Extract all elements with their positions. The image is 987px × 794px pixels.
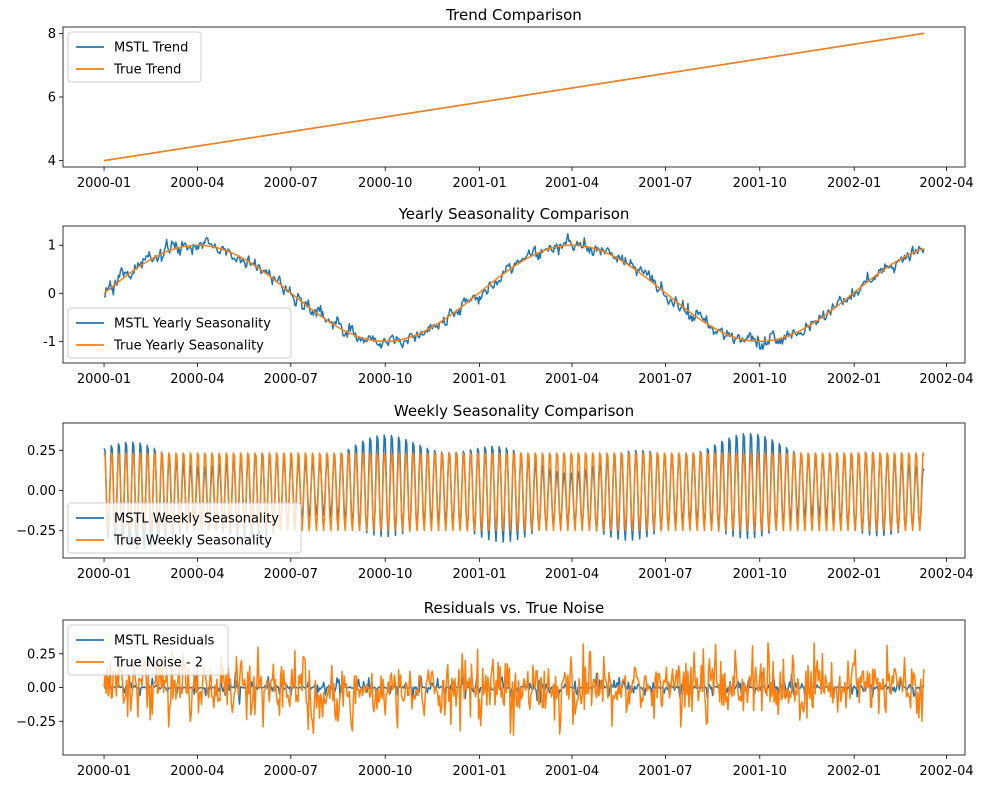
x-tick-label: 2001-07 <box>638 764 692 779</box>
x-tick-label: 2000-07 <box>264 567 318 582</box>
x-tick-label: 2001-10 <box>733 176 787 191</box>
y-tick-label: −0.25 <box>16 524 56 539</box>
legend-label: True Weekly Seasonality <box>113 534 272 549</box>
y-tick-label: 8 <box>48 27 56 42</box>
x-tick-label: 2001-10 <box>733 372 787 387</box>
axes-frame <box>62 225 966 364</box>
x-tick-label: 2000-07 <box>264 372 318 387</box>
x-tick-label: 2000-01 <box>77 372 131 387</box>
plot-area <box>103 432 925 550</box>
legend-label: MSTL Trend <box>114 41 188 56</box>
y-tick-label: -1 <box>43 335 56 350</box>
x-tick-label: 2001-10 <box>733 567 787 582</box>
x-tick-label: 2001-04 <box>545 764 599 779</box>
chart-title: Yearly Seasonality Comparison <box>398 205 630 223</box>
y-tick-label: 6 <box>48 91 56 106</box>
y-tick-label: 0.25 <box>27 444 56 459</box>
x-tick-label: 2000-01 <box>77 567 131 582</box>
y-tick-label: 1 <box>48 239 56 254</box>
x-tick-label: 2002-04 <box>919 372 973 387</box>
y-tick-label: 0.00 <box>27 484 56 499</box>
series-line <box>103 32 925 162</box>
y-tick-label: 0.00 <box>27 681 56 696</box>
x-tick-label: 2002-04 <box>919 764 973 779</box>
legend-label: MSTL Residuals <box>114 634 215 649</box>
legend: MSTL Yearly Seasonality True Yearly Seaso… <box>67 307 292 359</box>
legend: MSTL Weekly Seasonality True Weekly Seaso… <box>67 502 302 554</box>
x-tick-label: 2002-01 <box>827 372 881 387</box>
x-tick-label: 2001-04 <box>545 372 599 387</box>
y-tick-label: 0.25 <box>27 647 56 662</box>
x-tick-label: 2001-01 <box>452 176 506 191</box>
panel-3: Weekly Seasonality Comparison 2000-01 2000… <box>16 402 974 582</box>
legend-label: True Noise - 2 <box>113 656 203 671</box>
legend: MSTL Residuals True Noise - 2 <box>67 624 229 676</box>
x-tick-label: 2001-07 <box>638 372 692 387</box>
y-tick-label: 4 <box>48 154 56 169</box>
x-tick-label: 2000-10 <box>358 176 412 191</box>
x-tick-label: 2001-07 <box>638 176 692 191</box>
series-line <box>103 233 925 350</box>
chart-title: Residuals vs. True Noise <box>424 599 604 617</box>
x-tick-label: 2000-10 <box>358 372 412 387</box>
x-tick-label: 2001-01 <box>452 764 506 779</box>
plot-area <box>103 233 925 350</box>
legend-label: MSTL Weekly Seasonality <box>114 512 279 527</box>
x-tick-label: 2001-01 <box>452 567 506 582</box>
x-tick-label: 2000-10 <box>358 567 412 582</box>
chart-title: Trend Comparison <box>445 6 582 24</box>
x-tick-label: 2000-07 <box>264 764 318 779</box>
x-tick-label: 2002-01 <box>827 764 881 779</box>
x-tick-label: 2000-07 <box>264 176 318 191</box>
panel-4: Residuals vs. True Noise 2000-01 2000-04 20… <box>16 599 974 779</box>
series-line <box>103 244 925 343</box>
panel-1: Trend Comparison 2000-01 2000-04 2000-07 200… <box>48 6 974 191</box>
x-tick-label: 2001-01 <box>452 372 506 387</box>
x-tick-label: 2002-01 <box>827 176 881 191</box>
x-tick-label: 2000-04 <box>170 372 224 387</box>
legend-label: MSTL Yearly Seasonality <box>114 317 271 332</box>
x-tick-label: 2000-04 <box>170 567 224 582</box>
series-line <box>103 642 925 737</box>
y-tick-label: 0 <box>48 287 56 302</box>
plot-area <box>103 642 925 737</box>
legend: MSTL Trend True Trend <box>67 31 202 83</box>
x-tick-label: 2000-01 <box>77 764 131 779</box>
legend-label: True Yearly Seasonality <box>113 339 264 354</box>
series-line <box>103 452 925 532</box>
x-tick-label: 2001-04 <box>545 176 599 191</box>
x-tick-label: 2000-04 <box>170 764 224 779</box>
y-tick-label: −0.25 <box>16 715 56 730</box>
panel-2: Yearly Seasonality Comparison 2000-01 2000… <box>43 205 974 387</box>
x-tick-label: 2000-01 <box>77 176 131 191</box>
x-tick-label: 2002-04 <box>919 176 973 191</box>
x-tick-label: 2000-04 <box>170 176 224 191</box>
chart-title: Weekly Seasonality Comparison <box>394 402 634 420</box>
x-tick-label: 2001-04 <box>545 567 599 582</box>
x-tick-label: 2002-04 <box>919 567 973 582</box>
plot-area <box>103 32 925 162</box>
x-tick-label: 2000-10 <box>358 764 412 779</box>
x-tick-label: 2001-07 <box>638 567 692 582</box>
legend-label: True Trend <box>113 63 181 78</box>
x-tick-label: 2001-10 <box>733 764 787 779</box>
x-tick-label: 2002-01 <box>827 567 881 582</box>
